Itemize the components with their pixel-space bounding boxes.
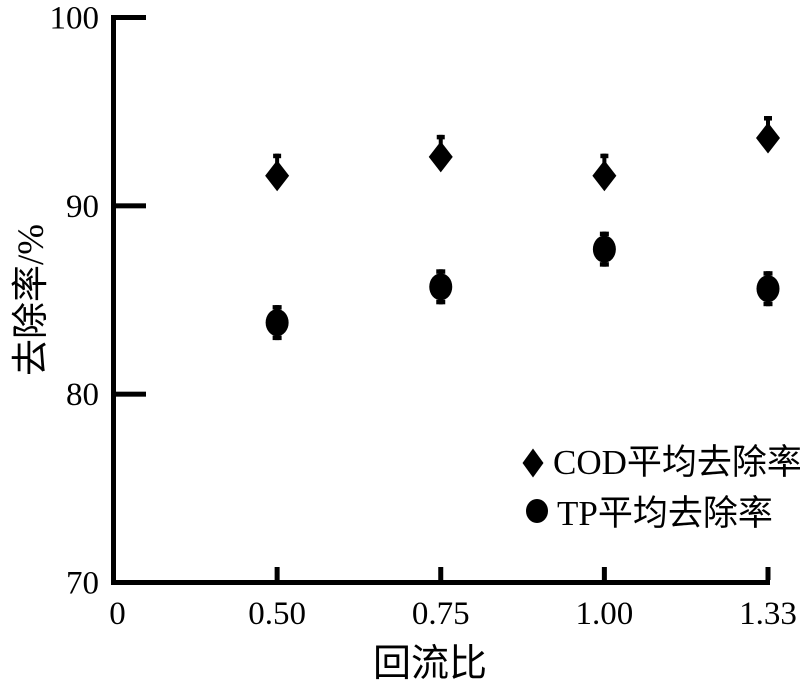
error-cap [600,153,609,159]
diamond-marker-icon [428,141,453,173]
x-axis-ticks: 0 0.50 0.75 1.00 1.33 [109,567,797,632]
error-cap [273,153,282,159]
error-whisker [438,134,443,147]
legend-tp-circle-icon [526,499,548,523]
legend: COD平均去除率 TP平均去除率 [522,443,800,533]
circle-marker-icon [592,235,616,263]
error-cap [272,305,282,310]
y-tick-label: 70 [66,566,99,602]
y-axis-line [111,15,116,585]
data-points [265,116,780,341]
error-cap [764,116,772,121]
error-whisker [275,153,280,166]
error-whisker [766,116,770,129]
x-axis-title: 回流比 [373,643,487,685]
data-point-cod [756,116,780,154]
x-tick [274,567,280,580]
error-cap [599,262,609,267]
x-tick-label: 0.75 [412,596,470,632]
error-cap [436,299,446,305]
error-whisker [602,153,607,166]
x-axis-line [111,580,770,585]
x-tick [438,567,444,580]
x-tick-label: 1.33 [739,596,797,632]
legend-label-tp: TP平均去除率 [557,494,773,533]
x-tick-label: 0 [109,596,126,632]
legend-cod-diamond-icon [522,448,544,478]
x-tick-label: 0.50 [248,596,306,632]
data-point-tp [429,269,453,305]
y-tick-label: 100 [50,1,100,37]
error-cap [763,271,773,276]
error-cap [599,231,609,237]
diamond-marker-icon [592,160,617,192]
error-cap [272,335,282,341]
y-axis-title: 去除率/% [10,224,52,376]
y-tick [116,15,146,20]
legend-label-cod: COD平均去除率 [553,443,800,482]
data-point-cod [428,134,453,173]
y-tick-label: 90 [66,189,99,225]
x-tick-label: 1.00 [576,596,634,632]
circle-marker-icon [756,275,780,303]
circle-marker-icon [265,309,289,337]
data-point-tp [265,305,289,341]
data-point-tp [756,271,780,307]
error-cap [436,269,446,274]
x-tick [765,567,771,580]
data-point-cod [592,153,617,192]
y-tick [116,391,146,397]
y-tick-label: 80 [66,377,99,413]
data-point-tp [592,231,616,267]
diamond-marker-icon [756,122,780,154]
circle-marker-icon [429,273,453,301]
data-point-cod [265,153,290,192]
error-cap [763,301,773,307]
y-axis-ticks: 70 80 90 100 [50,1,146,602]
x-tick [601,567,607,580]
y-tick [116,203,146,209]
error-cap [436,134,445,140]
diamond-marker-icon [265,160,290,192]
